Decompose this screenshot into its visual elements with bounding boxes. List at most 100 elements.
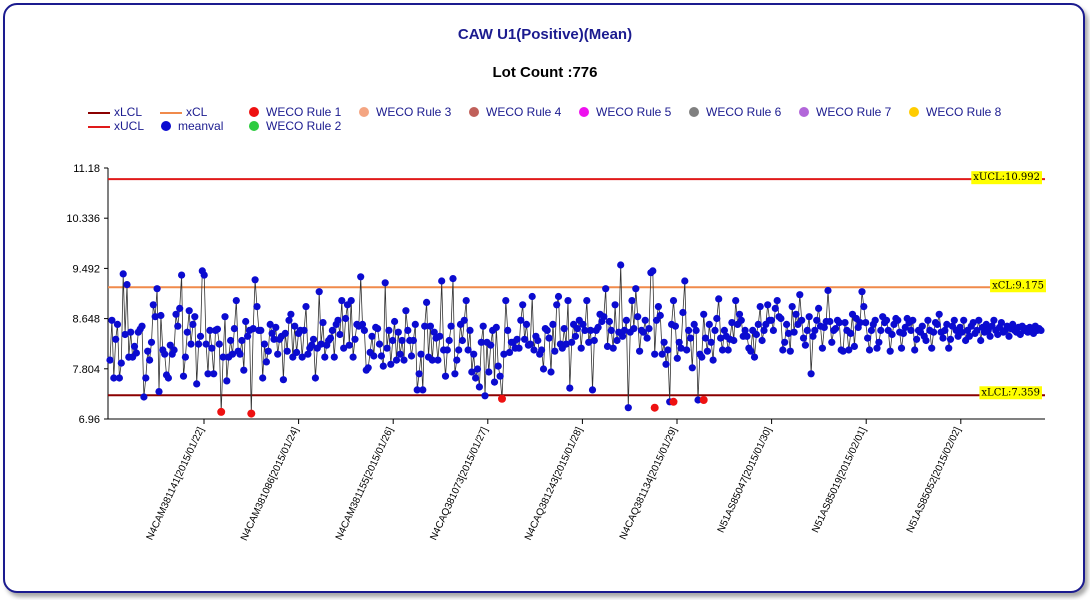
meanval-point <box>266 320 274 328</box>
meanval-point <box>505 348 514 356</box>
meanval-point <box>562 340 570 348</box>
meanval-point <box>632 285 640 293</box>
meanval-point <box>472 374 480 382</box>
meanval-point <box>244 332 252 340</box>
meanval-point <box>553 301 561 309</box>
meanval-point <box>922 336 930 345</box>
meanval-point <box>193 380 201 388</box>
meanval-point <box>251 276 259 284</box>
limit-label-xlcl: xLCL:7.359 <box>979 386 1042 400</box>
meanval-point <box>157 311 165 320</box>
limit-label-text: xCL:9.175 <box>992 280 1044 291</box>
x-tick-label: N51AS85019[2015/02/01] <box>810 425 869 534</box>
meanval-point <box>170 346 178 354</box>
meanval-point <box>421 322 429 330</box>
meanval-point <box>515 344 523 352</box>
meanval-point <box>441 372 450 380</box>
meanval-point <box>698 353 706 361</box>
meanval-point <box>798 316 806 324</box>
meanval-point <box>662 360 670 368</box>
meanval-point <box>470 350 478 358</box>
meanval-point <box>832 325 840 333</box>
meanval-point <box>554 292 563 301</box>
meanval-point <box>283 347 291 355</box>
limit-label-text: xUCL:10.992 <box>973 172 1040 183</box>
x-tick-label: N4CAQ381073[2015/01/27] <box>428 425 490 542</box>
meanval-point <box>206 326 214 334</box>
meanval-point <box>249 325 257 333</box>
meanval-point <box>579 320 587 328</box>
x-tick-label: N51AS85047[2015/01/30] <box>716 425 775 534</box>
meanval-point <box>1005 332 1013 340</box>
meanval-point <box>835 319 843 327</box>
meanval-point <box>438 277 446 285</box>
meanval-point <box>304 350 312 358</box>
meanval-point <box>264 347 272 355</box>
meanval-point <box>692 326 700 334</box>
meanval-point <box>315 288 323 296</box>
legend-label: WECO Rule 8 <box>926 105 1002 119</box>
meanval-point <box>758 336 766 345</box>
meanval-point <box>321 353 329 361</box>
meanval-point <box>622 316 631 324</box>
y-tick-label: 9.492 <box>72 263 100 275</box>
meanval-point <box>487 341 495 349</box>
meanval-point <box>539 365 548 373</box>
meanval-point <box>1009 320 1017 328</box>
meanval-point <box>196 332 205 340</box>
meanval-point <box>210 370 218 378</box>
meanval-point <box>669 297 678 305</box>
meanval-point <box>119 270 127 278</box>
meanval-point <box>453 356 461 364</box>
meanval-point <box>867 326 876 334</box>
meanval-point <box>319 319 327 327</box>
meanval-point <box>619 332 627 340</box>
y-tick-label: 11.18 <box>73 163 100 175</box>
meanval-point <box>404 326 412 334</box>
meanval-point <box>108 316 116 324</box>
meanval-point <box>828 338 836 346</box>
meanval-point <box>183 328 191 336</box>
chart-frame <box>3 3 1085 593</box>
meanval-point <box>918 322 926 330</box>
meanval-point <box>571 332 580 340</box>
meanval-point <box>293 348 301 356</box>
meanval-point <box>309 335 318 343</box>
meanval-point <box>391 317 399 326</box>
x-tick-label: N4CAM381141[2015/01/22] <box>145 425 207 542</box>
meanval-point <box>330 353 338 361</box>
meanval-point <box>815 304 823 312</box>
meanval-point <box>257 326 265 334</box>
meanval-point <box>909 316 917 324</box>
meanval-point <box>769 326 778 334</box>
meanval-point <box>651 350 659 358</box>
meanval-point <box>773 297 781 305</box>
meanval-point <box>389 336 397 345</box>
meanval-point <box>939 334 947 342</box>
meanval-point <box>581 326 589 334</box>
meanval-point <box>686 334 695 342</box>
meanval-point <box>334 316 342 324</box>
meanval-point <box>368 332 376 340</box>
meanval-point <box>176 304 184 312</box>
meanval-point <box>400 356 408 364</box>
meanval-point <box>504 326 512 334</box>
meanval-point <box>161 350 169 358</box>
meanval-point <box>620 326 629 334</box>
meanval-point <box>419 386 427 394</box>
meanval-point <box>358 320 367 328</box>
meanval-point <box>392 356 401 364</box>
meanval-point <box>398 336 406 345</box>
meanval-point <box>864 334 872 342</box>
meanval-point <box>236 350 244 358</box>
meanval-point <box>707 338 715 346</box>
meanval-point <box>605 317 614 326</box>
meanval-point <box>479 322 487 330</box>
meanval-point <box>792 310 800 318</box>
meanval-point <box>179 372 188 380</box>
meanval-point <box>338 297 346 305</box>
meanval-point <box>913 335 921 343</box>
meanval-point <box>1037 326 1045 334</box>
meanval-point <box>385 326 393 334</box>
meanval-point <box>164 374 172 382</box>
